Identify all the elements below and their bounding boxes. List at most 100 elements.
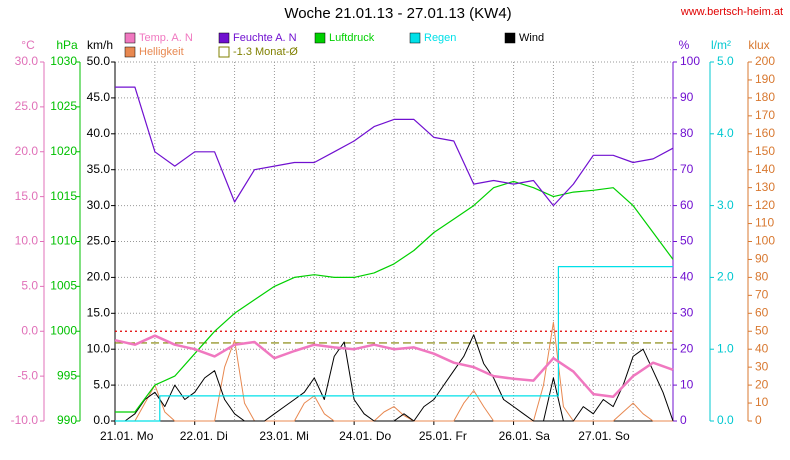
chart-title: Woche 21.01.13 - 27.01.13 (KW4): [284, 5, 511, 22]
y-tick-label: 80: [680, 126, 694, 140]
series-line: [115, 86, 674, 207]
y-tick-label: 1030: [50, 54, 77, 68]
y-tick-label: 100: [680, 54, 700, 68]
y-tick-label: 30: [755, 359, 769, 373]
y-tick-label: 5.0: [717, 54, 734, 68]
y-tick-label: 50.0: [87, 54, 111, 68]
y-tick-label: 35.0: [87, 162, 111, 176]
series-line: [114, 334, 674, 399]
y-tick-label: 1000: [50, 323, 77, 337]
y-tick-label: 0.0: [21, 323, 38, 337]
y-tick-label: 30.0: [87, 198, 111, 212]
y-tick-label: 170: [755, 108, 775, 122]
y-tick-label: 0: [755, 413, 762, 427]
legend-swatch: [124, 32, 136, 44]
y-tick-label: 15.0: [15, 189, 39, 203]
series-line: [115, 334, 674, 422]
y-tick-label: 995: [57, 368, 77, 382]
legend-label: Helligkeit: [139, 46, 184, 58]
y-tick-label: 15.0: [87, 305, 111, 319]
y-tick-label: 30: [680, 305, 694, 319]
legend-swatch: [218, 32, 230, 44]
y-tick-label: 2.0: [717, 270, 734, 284]
x-tick-label: 26.01. Sa: [499, 429, 551, 443]
y-tick-label: -10.0: [11, 413, 39, 427]
y-tick-label: 1.0: [717, 341, 734, 355]
y-tick-label: 0.0: [717, 413, 734, 427]
y-tick-label: 80: [755, 270, 769, 284]
y-tick-label: 50: [755, 323, 769, 337]
y-tick-label: 40: [755, 341, 769, 355]
series-line: [115, 266, 673, 422]
legend-swatch: [504, 32, 516, 44]
legend-label: Temp. A. N: [139, 32, 193, 44]
y-tick-label: 20.0: [87, 270, 111, 284]
y-tick-label: 990: [57, 413, 77, 427]
y-tick-label: 20: [755, 377, 769, 391]
legend-swatch: [314, 32, 326, 44]
y-tick-label: 100: [755, 234, 775, 248]
y-tick-label: 90: [680, 90, 694, 104]
axis-unit: %: [679, 38, 690, 52]
y-tick-label: -5.0: [17, 368, 38, 382]
y-tick-label: 5.0: [21, 279, 38, 293]
legend-label: Wind: [519, 32, 544, 44]
y-tick-label: 5.0: [93, 377, 110, 391]
y-tick-label: 120: [755, 198, 775, 212]
y-tick-label: 0: [680, 413, 687, 427]
x-tick-label: 25.01. Fr: [419, 429, 467, 443]
y-tick-label: 50: [680, 234, 694, 248]
x-tick-label: 23.01. Mi: [259, 429, 308, 443]
y-tick-label: 160: [755, 126, 775, 140]
y-tick-label: 30.0: [15, 54, 39, 68]
axis-unit: km/h: [87, 38, 113, 52]
axis-unit: hPa: [56, 38, 78, 52]
legend-label: Feuchte A. N: [233, 32, 297, 44]
y-tick-label: 130: [755, 180, 775, 194]
x-tick-label: 24.01. Do: [339, 429, 391, 443]
y-tick-label: 190: [755, 72, 775, 86]
y-tick-label: 70: [680, 162, 694, 176]
series-line: [115, 180, 674, 413]
x-tick-label: 21.01. Mo: [100, 429, 154, 443]
y-tick-label: 10: [680, 377, 694, 391]
y-tick-label: 3.0: [717, 198, 734, 212]
y-tick-label: 45.0: [87, 90, 111, 104]
y-tick-label: 10: [755, 395, 769, 409]
x-tick-label: 22.01. Di: [180, 429, 228, 443]
y-tick-label: 20: [680, 341, 694, 355]
y-tick-label: 60: [755, 305, 769, 319]
y-tick-label: 20.0: [15, 144, 39, 158]
y-tick-label: 1015: [50, 189, 77, 203]
y-tick-label: 200: [755, 54, 775, 68]
x-tick-label: 27.01. So: [578, 429, 630, 443]
axis-unit: °C: [21, 38, 35, 52]
y-tick-label: 40.0: [87, 126, 111, 140]
y-tick-label: 4.0: [717, 126, 734, 140]
source: www.bertsch-heim.at: [680, 6, 783, 18]
y-tick-label: 1025: [50, 99, 77, 113]
y-tick-label: 25.0: [87, 234, 111, 248]
y-tick-label: 1020: [50, 144, 77, 158]
legend-label: Regen: [424, 32, 456, 44]
series-line: [115, 321, 673, 422]
y-tick-label: 25.0: [15, 99, 39, 113]
y-tick-label: 70: [755, 288, 769, 302]
legend-label: -1.3 Monat-Ø: [233, 46, 298, 58]
legend-swatch: [218, 46, 230, 58]
y-tick-label: 140: [755, 162, 775, 176]
y-tick-label: 110: [755, 216, 774, 230]
axis-unit: klux: [748, 38, 769, 52]
y-tick-label: 90: [755, 252, 769, 266]
y-tick-label: 150: [755, 144, 775, 158]
y-tick-label: 40: [680, 270, 694, 284]
y-tick-label: 0.0: [93, 413, 110, 427]
legend-swatch: [124, 46, 136, 58]
legend-label: Luftdruck: [329, 32, 375, 44]
y-tick-label: 60: [680, 198, 694, 212]
axis-unit: l/m²: [711, 38, 731, 52]
y-tick-label: 1005: [50, 279, 77, 293]
y-tick-label: 1010: [50, 234, 77, 248]
legend-swatch: [409, 32, 421, 44]
y-tick-label: 180: [755, 90, 775, 104]
